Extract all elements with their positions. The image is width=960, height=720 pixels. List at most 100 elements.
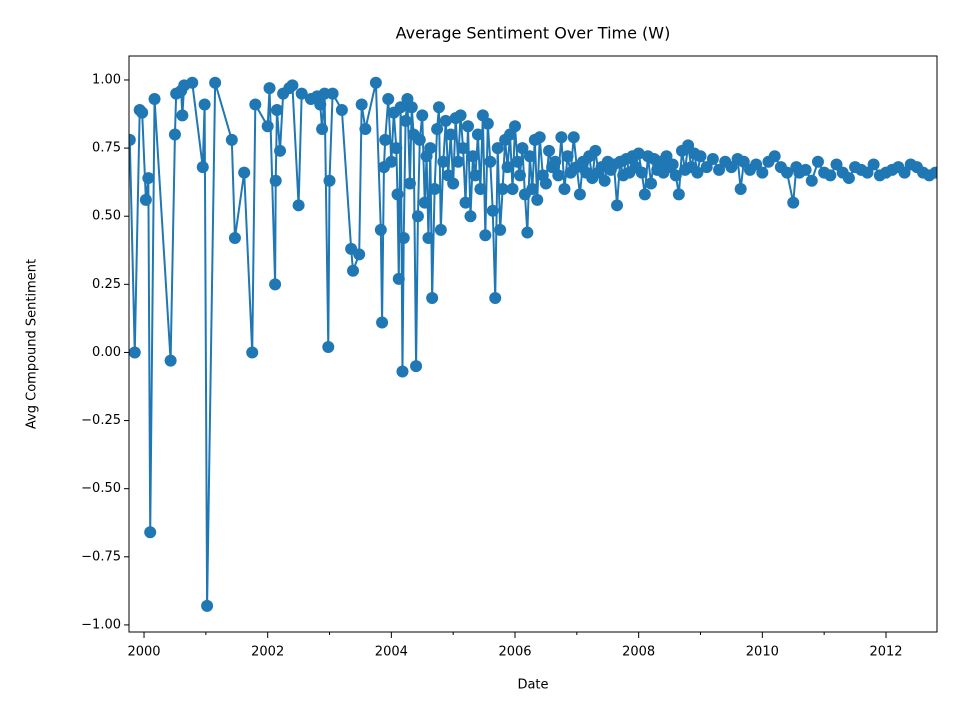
data-point	[635, 166, 648, 179]
data-point	[392, 272, 405, 285]
data-point	[725, 161, 738, 174]
data-point	[750, 158, 763, 171]
data-point	[394, 101, 407, 114]
data-point	[322, 340, 335, 353]
data-point	[561, 150, 574, 163]
data-point	[861, 166, 874, 179]
data-point	[129, 133, 136, 146]
data-point	[474, 182, 487, 195]
data-point	[558, 182, 571, 195]
data-point	[209, 76, 222, 89]
data-point	[263, 82, 276, 95]
data-point	[261, 120, 274, 133]
data-point	[469, 169, 482, 182]
data-point	[142, 172, 155, 185]
data-point	[353, 248, 366, 261]
data-point	[516, 142, 529, 155]
x-tick-label: 2000	[127, 645, 160, 660]
data-point	[464, 210, 477, 223]
data-point	[335, 103, 348, 116]
data-point	[326, 87, 339, 100]
data-point	[811, 155, 824, 168]
data-point	[428, 182, 441, 195]
data-point	[489, 291, 502, 304]
y-tick-label: −0.75	[81, 549, 121, 564]
data-point	[295, 87, 308, 100]
data-point	[501, 161, 514, 174]
data-point	[405, 101, 418, 114]
plot-frame	[128, 55, 938, 633]
data-point	[269, 174, 282, 187]
data-point	[638, 188, 651, 201]
data-point	[506, 182, 519, 195]
data-point	[494, 223, 507, 236]
data-point	[382, 93, 395, 106]
data-point	[691, 166, 704, 179]
data-point	[781, 166, 794, 179]
data-point	[552, 169, 565, 182]
data-point	[531, 193, 544, 206]
data-point	[898, 166, 911, 179]
data-point	[867, 158, 880, 171]
data-point	[437, 155, 450, 168]
data-point	[198, 98, 211, 111]
data-point	[390, 142, 403, 155]
data-point	[144, 526, 157, 539]
data-point	[186, 76, 199, 89]
data-point	[424, 142, 437, 155]
data-point	[274, 144, 287, 157]
data-point	[459, 196, 472, 209]
data-point	[830, 158, 843, 171]
data-point	[269, 278, 282, 291]
data-point	[466, 150, 479, 163]
data-point	[452, 155, 465, 168]
data-point	[521, 226, 534, 239]
data-point	[379, 133, 392, 146]
data-point	[434, 223, 447, 236]
data-point	[347, 264, 360, 277]
data-point	[431, 123, 444, 136]
data-point	[511, 155, 524, 168]
data-point	[526, 182, 539, 195]
y-axis-label: Avg Compound Sentiment	[25, 259, 40, 429]
plot-area	[129, 76, 937, 612]
data-point	[713, 163, 726, 176]
data-point	[454, 109, 467, 122]
data-point	[491, 142, 504, 155]
y-tick-label: −0.50	[81, 481, 121, 496]
data-point	[457, 142, 470, 155]
data-point	[396, 365, 409, 378]
data-point	[391, 188, 404, 201]
data-point	[706, 152, 719, 165]
data-point	[462, 120, 475, 133]
data-point	[129, 346, 141, 359]
data-point	[416, 109, 429, 122]
data-point	[323, 174, 336, 187]
data-point	[598, 174, 611, 187]
data-point	[316, 123, 329, 136]
data-point	[369, 76, 382, 89]
data-point	[787, 196, 800, 209]
y-tick-label: 0.50	[92, 209, 121, 224]
data-point	[385, 155, 398, 168]
data-point	[523, 150, 536, 163]
data-point	[632, 147, 645, 160]
data-point	[444, 128, 457, 141]
data-point	[700, 161, 713, 174]
data-point	[737, 155, 750, 168]
data-point	[479, 229, 492, 242]
data-point	[246, 346, 259, 359]
x-tick-label: 2008	[622, 645, 655, 660]
data-point	[484, 155, 497, 168]
data-point	[824, 169, 837, 182]
data-point	[397, 232, 410, 245]
data-point	[411, 210, 424, 223]
data-point	[432, 101, 445, 114]
x-tick-label: 2010	[746, 645, 779, 660]
data-point	[799, 163, 812, 176]
data-point	[496, 182, 509, 195]
x-tick-label: 2006	[498, 645, 531, 660]
data-point	[148, 93, 161, 106]
data-point	[374, 223, 387, 236]
